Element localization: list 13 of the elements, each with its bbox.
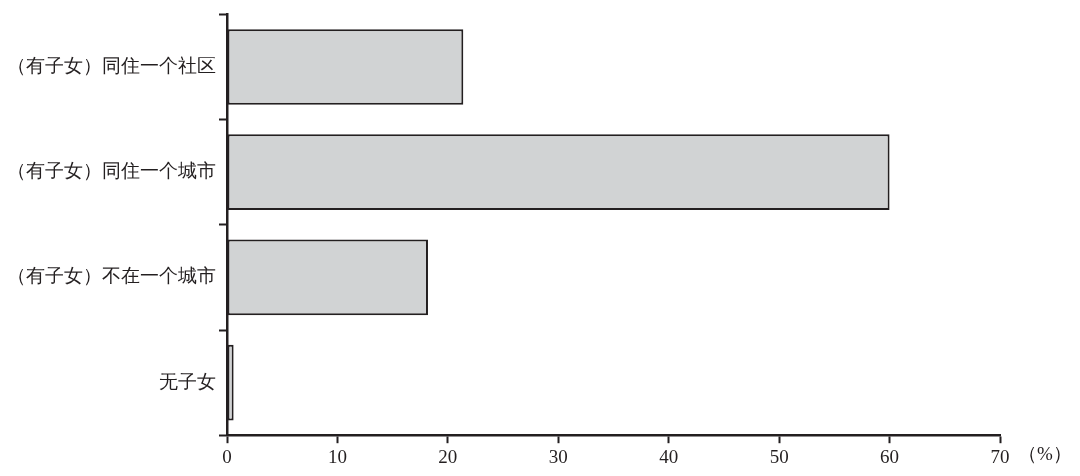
y-tick-label: （有子女）同住一个社区 (7, 54, 216, 76)
x-axis-title: （%） (1018, 442, 1072, 464)
x-tick-label: 50 (769, 445, 789, 467)
x-tick-label: 20 (438, 445, 458, 467)
x-tick-label: 30 (548, 445, 568, 467)
x-tick-label: 0 (222, 445, 232, 467)
x-tick-label: 60 (880, 445, 900, 467)
y-tick-label: 无子女 (159, 370, 216, 392)
y-tick-label: （有子女）不在一个城市 (7, 265, 216, 287)
x-tick-label: 70 (990, 445, 1010, 467)
x-tick-label: 40 (659, 445, 679, 467)
y-tick-label: （有子女）同住一个城市 (7, 160, 216, 182)
x-tick-label: 10 (327, 445, 347, 467)
